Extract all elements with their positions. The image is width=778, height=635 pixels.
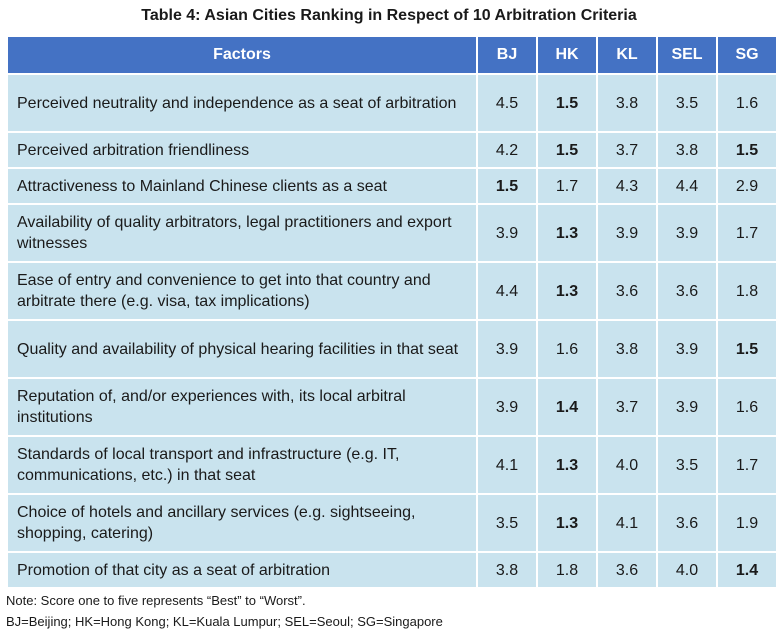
score-cell-kl: 4.1: [596, 493, 658, 553]
score-cell-sg: 1.6: [716, 73, 778, 133]
score-cell-hk: 1.3: [536, 261, 598, 321]
factor-cell: Perceived neutrality and independence as…: [6, 73, 478, 133]
score-cell-hk: 1.3: [536, 203, 598, 263]
factor-cell: Ease of entry and convenience to get int…: [6, 261, 478, 321]
score-cell-sel: 3.9: [656, 203, 718, 263]
table-row: Perceived arbitration friendliness 4.2 1…: [6, 131, 778, 169]
score-cell-sel: 3.9: [656, 319, 718, 379]
score-cell-kl: 3.7: [596, 131, 658, 169]
score-cell-bj: 4.1: [476, 435, 538, 495]
header-sg: SG: [716, 35, 778, 75]
score-cell-sel: 3.6: [656, 261, 718, 321]
table-row: Standards of local transport and infrast…: [6, 435, 778, 495]
header-factors: Factors: [6, 35, 478, 75]
score-cell-bj: 4.5: [476, 73, 538, 133]
score-cell-sg: 1.6: [716, 377, 778, 437]
score-cell-hk: 1.3: [536, 435, 598, 495]
score-cell-sg: 1.4: [716, 551, 778, 589]
table-row: Ease of entry and convenience to get int…: [6, 261, 778, 321]
score-cell-hk: 1.5: [536, 73, 598, 133]
score-cell-sg: 1.7: [716, 203, 778, 263]
factor-cell: Promotion of that city as a seat of arbi…: [6, 551, 478, 589]
table-row: Perceived neutrality and independence as…: [6, 73, 778, 133]
score-cell-hk: 1.3: [536, 493, 598, 553]
score-cell-sel: 3.5: [656, 435, 718, 495]
score-cell-bj: 3.8: [476, 551, 538, 589]
score-cell-bj: 3.9: [476, 377, 538, 437]
abbreviation-legend: BJ=Beijing; HK=Hong Kong; KL=Kuala Lumpu…: [6, 614, 443, 629]
score-cell-bj: 3.9: [476, 203, 538, 263]
score-cell-sel: 4.0: [656, 551, 718, 589]
score-cell-sg: 1.9: [716, 493, 778, 553]
score-cell-kl: 3.6: [596, 261, 658, 321]
score-cell-sel: 3.9: [656, 377, 718, 437]
score-cell-sg: 1.8: [716, 261, 778, 321]
score-cell-sg: 1.7: [716, 435, 778, 495]
factor-cell: Attractiveness to Mainland Chinese clien…: [6, 167, 478, 205]
table-row: Attractiveness to Mainland Chinese clien…: [6, 167, 778, 205]
score-cell-kl: 4.0: [596, 435, 658, 495]
score-cell-kl: 3.7: [596, 377, 658, 437]
score-cell-hk: 1.8: [536, 551, 598, 589]
table-row: Quality and availability of physical hea…: [6, 319, 778, 379]
score-cell-hk: 1.5: [536, 131, 598, 169]
factor-cell: Perceived arbitration friendliness: [6, 131, 478, 169]
score-cell-bj: 3.9: [476, 319, 538, 379]
score-cell-sg: 1.5: [716, 131, 778, 169]
factor-cell: Choice of hotels and ancillary services …: [6, 493, 478, 553]
ranking-table: Factors BJ HK KL SEL SG Perceived neutra…: [6, 35, 778, 589]
score-cell-kl: 3.6: [596, 551, 658, 589]
score-cell-sel: 3.5: [656, 73, 718, 133]
score-cell-bj: 1.5: [476, 167, 538, 205]
table-row: Availability of quality arbitrators, leg…: [6, 203, 778, 263]
header-sel: SEL: [656, 35, 718, 75]
score-cell-sel: 3.8: [656, 131, 718, 169]
score-cell-hk: 1.7: [536, 167, 598, 205]
header-row: Factors BJ HK KL SEL SG: [6, 35, 778, 75]
score-cell-bj: 4.4: [476, 261, 538, 321]
header-bj: BJ: [476, 35, 538, 75]
table-row: Promotion of that city as a seat of arbi…: [6, 551, 778, 589]
factor-cell: Availability of quality arbitrators, leg…: [6, 203, 478, 263]
score-cell-sg: 2.9: [716, 167, 778, 205]
factor-cell: Standards of local transport and infrast…: [6, 435, 478, 495]
score-cell-hk: 1.6: [536, 319, 598, 379]
score-cell-kl: 3.9: [596, 203, 658, 263]
score-cell-bj: 4.2: [476, 131, 538, 169]
table-row: Choice of hotels and ancillary services …: [6, 493, 778, 553]
score-note: Note: Score one to five represents “Best…: [6, 593, 306, 608]
score-cell-sel: 4.4: [656, 167, 718, 205]
factor-cell: Quality and availability of physical hea…: [6, 319, 478, 379]
table-row: Reputation of, and/or experiences with, …: [6, 377, 778, 437]
table-notes: Note: Score one to five represents “Best…: [6, 590, 443, 632]
score-cell-sg: 1.5: [716, 319, 778, 379]
score-cell-kl: 4.3: [596, 167, 658, 205]
table-title: Table 4: Asian Cities Ranking in Respect…: [141, 7, 637, 24]
header-kl: KL: [596, 35, 658, 75]
header-hk: HK: [536, 35, 598, 75]
factor-cell: Reputation of, and/or experiences with, …: [6, 377, 478, 437]
score-cell-sel: 3.6: [656, 493, 718, 553]
score-cell-kl: 3.8: [596, 73, 658, 133]
score-cell-hk: 1.4: [536, 377, 598, 437]
score-cell-bj: 3.5: [476, 493, 538, 553]
score-cell-kl: 3.8: [596, 319, 658, 379]
